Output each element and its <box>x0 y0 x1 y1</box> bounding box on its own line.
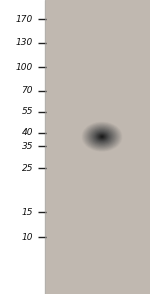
Ellipse shape <box>96 133 108 141</box>
Ellipse shape <box>97 133 107 141</box>
Ellipse shape <box>83 123 121 151</box>
Ellipse shape <box>98 133 106 140</box>
Ellipse shape <box>82 122 123 152</box>
Ellipse shape <box>88 126 116 147</box>
Ellipse shape <box>93 130 111 143</box>
Ellipse shape <box>94 131 110 143</box>
Ellipse shape <box>95 132 109 142</box>
Ellipse shape <box>98 134 106 139</box>
Ellipse shape <box>81 121 123 152</box>
Ellipse shape <box>95 131 109 142</box>
Ellipse shape <box>91 128 113 145</box>
Ellipse shape <box>82 122 122 151</box>
Ellipse shape <box>99 134 105 139</box>
Text: 40: 40 <box>21 128 33 137</box>
Ellipse shape <box>85 124 119 149</box>
Ellipse shape <box>93 130 111 144</box>
Text: 100: 100 <box>16 63 33 71</box>
Text: 25: 25 <box>21 164 33 173</box>
Ellipse shape <box>86 125 118 148</box>
Ellipse shape <box>101 136 103 138</box>
Ellipse shape <box>84 123 120 150</box>
Ellipse shape <box>92 129 112 144</box>
Ellipse shape <box>100 136 104 138</box>
Text: 10: 10 <box>21 233 33 242</box>
Text: 130: 130 <box>16 38 33 47</box>
Text: 35: 35 <box>21 142 33 151</box>
Ellipse shape <box>89 128 115 146</box>
Ellipse shape <box>85 124 119 149</box>
Ellipse shape <box>94 131 110 143</box>
Ellipse shape <box>90 128 114 146</box>
Ellipse shape <box>84 123 120 150</box>
Bar <box>0 0 45 294</box>
Ellipse shape <box>87 126 117 148</box>
Ellipse shape <box>83 122 122 151</box>
Ellipse shape <box>87 126 117 148</box>
Text: 15: 15 <box>21 208 33 217</box>
Ellipse shape <box>102 136 103 137</box>
Ellipse shape <box>90 128 114 145</box>
Ellipse shape <box>88 127 116 147</box>
Text: 55: 55 <box>21 107 33 116</box>
Ellipse shape <box>100 135 104 138</box>
Ellipse shape <box>96 132 108 141</box>
Ellipse shape <box>86 125 118 149</box>
Text: 70: 70 <box>21 86 33 95</box>
Text: 170: 170 <box>16 15 33 24</box>
Ellipse shape <box>89 127 115 146</box>
Ellipse shape <box>97 133 107 140</box>
Ellipse shape <box>92 129 112 144</box>
Bar <box>45 0 150 294</box>
Ellipse shape <box>99 135 105 139</box>
